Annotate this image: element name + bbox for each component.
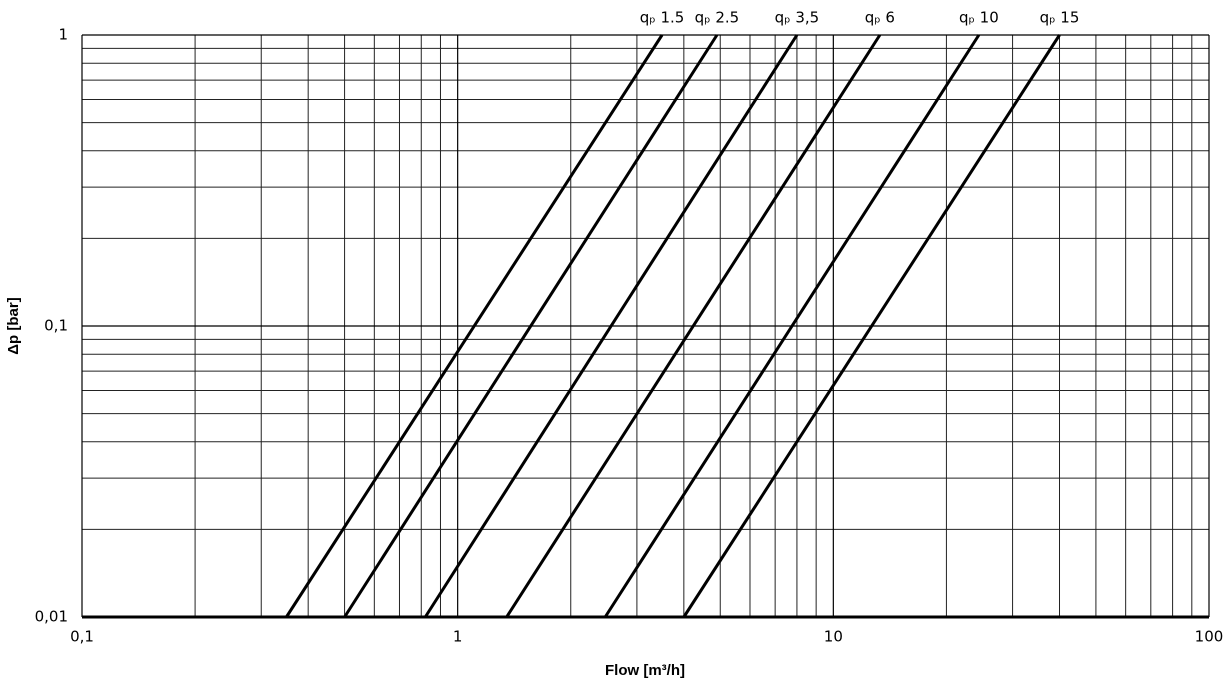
x-tick-label: 10 bbox=[824, 628, 843, 646]
x-tick-label: 0,1 bbox=[70, 628, 94, 646]
series-label: qₚ 3,5 bbox=[775, 9, 820, 27]
series-line bbox=[343, 34, 719, 618]
x-tick-label: 1 bbox=[453, 628, 463, 646]
y-axis-label: Δp [bar] bbox=[5, 297, 22, 354]
series-label: qₚ 1.5 bbox=[640, 9, 685, 27]
series-line bbox=[505, 34, 882, 618]
series-line bbox=[424, 34, 799, 618]
y-tick-label: 1 bbox=[58, 26, 68, 44]
series-label: qₚ 15 bbox=[1040, 9, 1080, 27]
series-label: qₚ 10 bbox=[959, 9, 999, 27]
series-label: qₚ 2.5 bbox=[695, 9, 740, 27]
y-tick-label: 0,1 bbox=[44, 317, 68, 335]
series-line bbox=[285, 34, 664, 618]
series-line bbox=[682, 34, 1061, 618]
series-label: qₚ 6 bbox=[865, 9, 895, 27]
y-tick-label: 0,01 bbox=[35, 608, 68, 626]
series-line bbox=[603, 34, 981, 618]
x-tick-label: 100 bbox=[1195, 628, 1224, 646]
x-axis-label: Flow [m³/h] bbox=[605, 662, 685, 679]
